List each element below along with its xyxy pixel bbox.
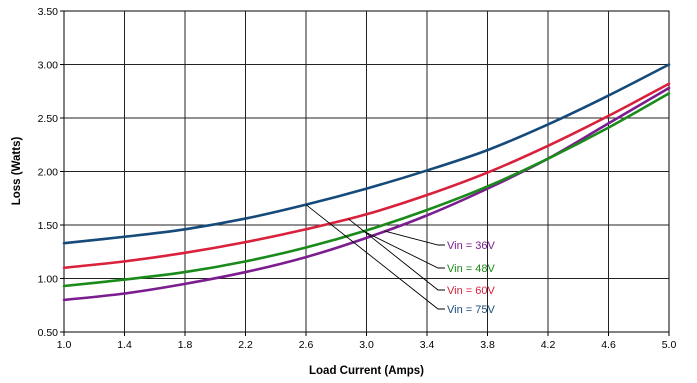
x-tick-label: 4.6 [601, 339, 616, 351]
series-label: Vin = 75V [447, 304, 495, 316]
series-line-vin-48v [62, 92, 671, 288]
y-tick-label: 1.00 [38, 274, 59, 286]
x-tick-label: 5.0 [662, 339, 677, 351]
x-tick-labels: 1.0 1.4 1.8 2.2 2.6 3.0 3.4 3.8 4.2 4.6 5.0 [57, 339, 677, 351]
x-tick-label: 3.4 [420, 339, 435, 351]
series-label: Vin = 48V [447, 263, 495, 275]
series-line-vin-75v [62, 63, 671, 245]
y-tick-label: 3.00 [38, 60, 59, 72]
x-axis-title: Load Current (Amps) [309, 365, 424, 377]
series-lines [62, 63, 671, 302]
x-tick-label: 1.4 [117, 339, 132, 351]
series-labels: Vin = 36V Vin = 48V Vin = 60V Vin = 75V [447, 240, 495, 316]
y-tick-label: 2.50 [38, 113, 59, 125]
series-label: Vin = 60V [447, 285, 495, 297]
series-line-vin-36v [62, 86, 671, 302]
series-label: Vin = 36V [447, 240, 495, 252]
y-tick-label: 0.50 [38, 327, 59, 339]
y-axis-title: Loss (Watts) [11, 137, 23, 206]
y-tick-labels: 0.50 1.00 1.50 2.00 2.50 3.00 3.50 [38, 6, 59, 339]
y-tick-label: 2.00 [38, 167, 59, 179]
leader-line [305, 204, 445, 310]
series-line-vin-60v [62, 82, 671, 270]
y-tick-label: 3.50 [38, 6, 59, 18]
leader-line [348, 218, 445, 291]
leader-line [363, 230, 445, 269]
x-tick-label: 1.0 [57, 339, 72, 351]
x-tick-label: 2.2 [238, 339, 253, 351]
leader-line [384, 230, 445, 246]
y-tick-label: 1.50 [38, 220, 59, 232]
grid-lines [60, 10, 670, 336]
x-tick-label: 3.8 [480, 339, 495, 351]
x-tick-label: 1.8 [178, 339, 193, 351]
x-tick-label: 4.2 [541, 339, 556, 351]
series-label-leader-lines [305, 204, 445, 310]
x-tick-label: 3.0 [359, 339, 374, 351]
x-tick-label: 2.6 [299, 339, 314, 351]
